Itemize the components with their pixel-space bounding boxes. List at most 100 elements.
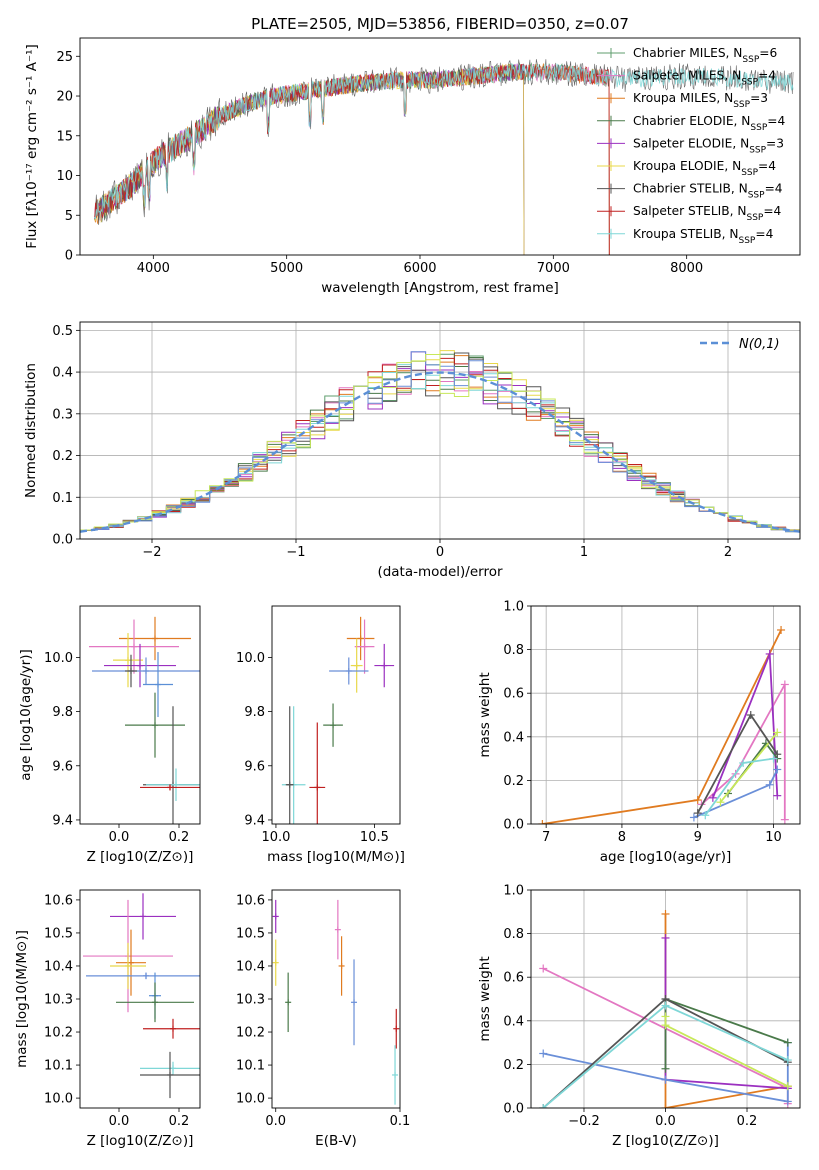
y-tick-label: 0.0 bbox=[503, 1102, 524, 1117]
legend-label: N(0,1) bbox=[739, 337, 780, 352]
spectrum-series-line bbox=[94, 62, 794, 220]
y-tick-label: 0.3 bbox=[52, 407, 73, 422]
y-tick-label: 10.1 bbox=[236, 1059, 265, 1074]
y-tick-label: 0.4 bbox=[503, 1014, 524, 1029]
errorbar-point bbox=[323, 703, 343, 747]
x-tick-label: 0.0 bbox=[109, 1114, 130, 1129]
plots-layer: 4000 5000 6000 7000 80000510152025wavelength… bbox=[14, 37, 801, 1149]
y-tick-label: 9.8 bbox=[244, 705, 265, 720]
errorbar-point bbox=[140, 1051, 200, 1099]
x-tick-label: 0.2 bbox=[169, 830, 190, 845]
errorbar-point bbox=[125, 692, 185, 758]
errorbar-point bbox=[285, 972, 292, 1033]
y-tick-label: 20 bbox=[56, 90, 73, 105]
y-tick-label: 0.2 bbox=[503, 1058, 524, 1073]
y-tick-label: 0.4 bbox=[503, 730, 524, 745]
x-tick-label: 0.1 bbox=[390, 1114, 411, 1129]
x-tick-label: −2 bbox=[142, 545, 161, 560]
y-tick-label: 5 bbox=[65, 209, 73, 224]
plot-frame bbox=[530, 605, 801, 825]
y-tick-label: 10.6 bbox=[44, 893, 73, 908]
y-tick-label: 0.6 bbox=[503, 971, 524, 986]
panel-age_vs_Z: 0.0 0.2 9.4 9.6 9.8 10.0 Z [log10(Z/Z⊙)] age [l… bbox=[18, 605, 201, 865]
x-tick-label: 10.0 bbox=[261, 830, 290, 845]
errorbar-point bbox=[119, 616, 191, 661]
y-axis-label: mass weight bbox=[477, 956, 493, 1041]
plot-frame bbox=[271, 889, 401, 1109]
errorbar-point bbox=[392, 1045, 399, 1105]
x-axis-label: age [log10(age/yr)] bbox=[600, 849, 732, 865]
y-tick-label: 0.8 bbox=[503, 643, 524, 658]
errorbar-point bbox=[272, 899, 279, 933]
errorbar-point bbox=[334, 899, 341, 960]
y-tick-label: 10.0 bbox=[236, 1092, 265, 1107]
y-tick-label: 10.0 bbox=[44, 1092, 73, 1107]
y-axis-label: age [log10(age/yr)] bbox=[18, 649, 34, 781]
x-tick-label: 0.2 bbox=[169, 1114, 190, 1129]
x-tick-label: 9 bbox=[694, 830, 702, 845]
y-axis-label: Flux [fλ10⁻¹⁷ erg cm⁻² s⁻¹ A⁻¹] bbox=[24, 44, 40, 249]
y-tick-label: 10.2 bbox=[236, 1026, 265, 1041]
plot-frame bbox=[79, 37, 801, 256]
histogram-group bbox=[80, 350, 800, 539]
errorbar-point bbox=[86, 972, 200, 980]
x-tick-label: 1 bbox=[580, 545, 588, 560]
histogram-series bbox=[80, 354, 800, 539]
x-axis-label: wavelength [Angstrom, rest frame] bbox=[321, 280, 559, 296]
y-tick-label: 0.0 bbox=[52, 533, 73, 548]
y-tick-label: 0.2 bbox=[503, 774, 524, 789]
y-tick-label: 10.3 bbox=[236, 993, 265, 1008]
y-tick-label: 0.6 bbox=[503, 687, 524, 702]
errorbar-point bbox=[374, 643, 395, 688]
x-tick-label: 0.2 bbox=[737, 1114, 758, 1129]
y-tick-label: 9.4 bbox=[244, 813, 265, 828]
y-tick-label: 10.4 bbox=[236, 959, 265, 974]
y-tick-label: 9.6 bbox=[52, 759, 73, 774]
panel-weight_vs_age: 7 8 9 10 0.0 0.2 0.4 0.6 0.8 1.0 age [log10(age/yr… bbox=[477, 600, 801, 865]
y-tick-label: 10.0 bbox=[44, 651, 73, 666]
errorbar-point bbox=[89, 619, 179, 674]
panel-weight_vs_Z: −0.2 0.0 0.2 0.0 0.2 0.4 0.6 0.8 1.0 Z [log10(Z/Z… bbox=[477, 884, 801, 1149]
errorbar-point bbox=[309, 722, 326, 824]
x-tick-label: 0.0 bbox=[265, 1114, 286, 1129]
x-tick-label: 10 bbox=[765, 830, 782, 845]
x-tick-label: 7000 bbox=[537, 261, 570, 276]
plot-frame bbox=[530, 889, 801, 1109]
errorbar-point bbox=[143, 1018, 200, 1039]
weight-line bbox=[543, 1042, 789, 1103]
x-tick-label: 8000 bbox=[670, 261, 703, 276]
y-tick-label: 10.3 bbox=[44, 993, 73, 1008]
x-tick-label: 0.0 bbox=[109, 830, 130, 845]
y-tick-label: 10.6 bbox=[236, 893, 265, 908]
errorbar-point bbox=[104, 643, 176, 688]
x-tick-label: 7 bbox=[542, 830, 550, 845]
errorbar-point bbox=[116, 929, 146, 996]
panel-mass_vs_Z: 0.0 0.2 10.0 10.1 10.2 10.3 10.4 10.5 10.6 Z [log… bbox=[14, 889, 201, 1149]
y-tick-label: 0.4 bbox=[52, 366, 73, 381]
mass_vs_Z-points bbox=[83, 893, 200, 1099]
plot-frame bbox=[79, 605, 201, 825]
errorbar-point bbox=[116, 982, 194, 1023]
errorbar-point bbox=[346, 616, 375, 661]
errorbar-point bbox=[354, 619, 375, 674]
errorbar-point bbox=[351, 959, 358, 1046]
x-tick-label: 0.0 bbox=[655, 1114, 676, 1129]
age_vs_Z-points bbox=[89, 616, 200, 824]
errorbar-point bbox=[272, 939, 279, 986]
errorbar-point bbox=[140, 1061, 200, 1075]
x-tick-label: 5000 bbox=[270, 261, 303, 276]
errorbar-point bbox=[92, 657, 200, 685]
weight_vs_age-lines bbox=[538, 625, 789, 824]
errorbar-point bbox=[338, 936, 345, 996]
errorbar-point bbox=[350, 638, 363, 693]
x-tick-label: 10.5 bbox=[360, 830, 389, 845]
errorbar-point bbox=[285, 706, 294, 824]
x-axis-label: mass [log10(M/M⊙)] bbox=[267, 849, 405, 865]
x-tick-label: 4000 bbox=[137, 261, 170, 276]
y-tick-label: 0 bbox=[65, 249, 73, 264]
y-tick-label: 0.1 bbox=[52, 491, 73, 506]
y-tick-label: 15 bbox=[56, 129, 73, 144]
age_vs_mass-points bbox=[281, 616, 395, 824]
y-tick-label: 0.2 bbox=[52, 449, 73, 464]
errorbar-point bbox=[125, 654, 137, 688]
